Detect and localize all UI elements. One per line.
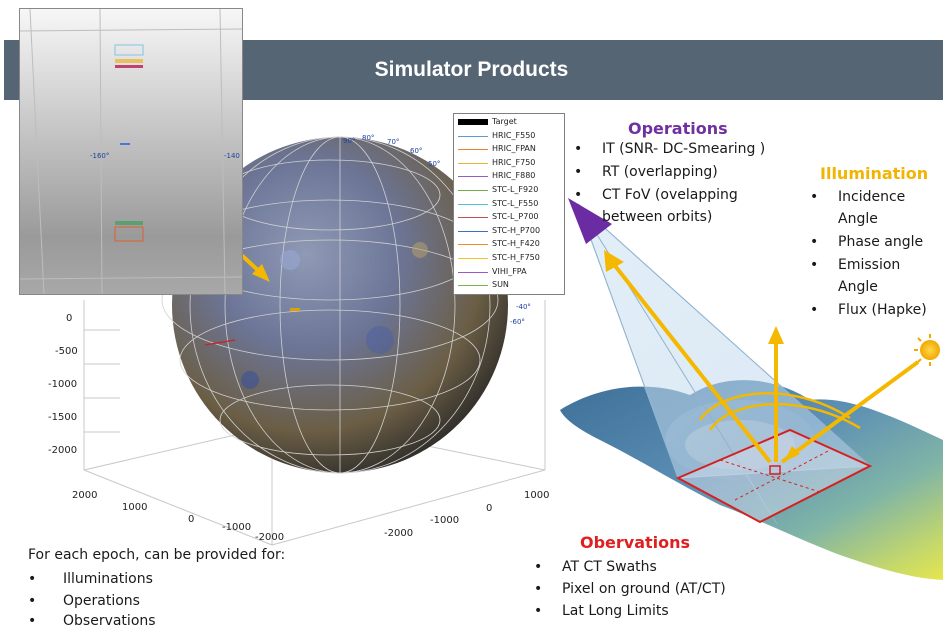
illumination-item: • Emission [810, 257, 901, 273]
slide-title: Simulator Products [374, 58, 569, 81]
observations-item: • Pixel on ground (AT/CT) [534, 581, 726, 597]
legend-entry: STC-L_P700 [456, 211, 562, 223]
legend-swatch [458, 190, 488, 191]
illumination-heading: Illumination [820, 164, 929, 183]
observations-item: • Lat Long Limits [534, 603, 669, 619]
operations-item-continued: between orbits) [602, 209, 713, 225]
legend-swatch [458, 203, 488, 205]
globe-grid-label: 60° [410, 147, 423, 155]
legend-label: SUN [492, 280, 509, 290]
legend-entry: HRIC_F750 [456, 157, 562, 169]
legend-label: VIHI_FPA [492, 266, 527, 276]
zoom-inset-panel [19, 8, 243, 295]
legend-entry: Target [456, 116, 562, 128]
globe-grid-label: -60° [510, 318, 525, 326]
ground-footprint [675, 428, 873, 524]
illumination-item-continued: Angle [838, 211, 878, 227]
legend-entry: STC-L_F920 [456, 184, 562, 196]
x-tick-label: -1000 [222, 522, 252, 533]
globe-grid-label: 50° [428, 160, 441, 168]
legend-label: STC-L_P700 [492, 212, 539, 222]
globe-grid-label: 80° [362, 134, 375, 142]
legend-swatch [458, 176, 488, 178]
legend: Target HRIC_F550 HRIC_FPAN HRIC_F750 HRIC_F8… [453, 113, 565, 295]
operations-item: • RT (overlapping) [574, 164, 718, 180]
illumination-item-continued: Angle [838, 279, 878, 295]
legend-entry: STC-H_F750 [456, 252, 562, 264]
legend-swatch [458, 230, 488, 232]
planet-globe [161, 136, 508, 474]
legend-label: HRIC_F880 [492, 171, 536, 181]
legend-swatch [458, 162, 488, 164]
globe-grid-label: -40° [516, 303, 531, 311]
legend-swatch [458, 271, 488, 273]
legend-swatch [458, 258, 488, 259]
legend-entry: SUN [456, 279, 562, 291]
x-tick-label: 2000 [72, 490, 98, 501]
operations-heading: Operations [628, 119, 728, 138]
legend-entry: HRIC_FPAN [456, 143, 562, 155]
epoch-intro: For each epoch, can be provided for: [28, 547, 286, 563]
legend-swatch [458, 119, 488, 125]
legend-label: Target [492, 117, 517, 126]
observations-heading: Obervations [580, 533, 691, 552]
legend-entry: STC-H_F420 [456, 238, 562, 250]
legend-label: HRIC_F750 [492, 157, 536, 167]
epoch-item: • Illuminations [28, 571, 153, 587]
spacecraft-icon [568, 198, 612, 244]
operations-item: • IT (SNR- DC-Smearing ) [574, 141, 766, 157]
legend-label: HRIC_FPAN [492, 144, 536, 154]
epoch-item: • Operations [28, 593, 140, 609]
legend-label: STC-L_F550 [492, 198, 539, 208]
legend-entry: HRIC_F550 [456, 130, 562, 142]
illumination-item: • Phase angle [810, 234, 924, 250]
legend-label: STC-L_F920 [492, 185, 539, 194]
legend-swatch [458, 244, 488, 246]
legend-swatch [458, 217, 488, 219]
y-tick-label: 1000 [524, 490, 550, 501]
legend-entry: HRIC_F880 [456, 170, 562, 182]
legend-label: STC-H_F420 [492, 239, 540, 249]
illumination-arrows [610, 260, 920, 464]
legend-entry: STC-H_P700 [456, 225, 562, 237]
globe-grid-label: 70° [387, 138, 400, 146]
legend-label: HRIC_F550 [492, 130, 536, 140]
y-tick-label: -2000 [384, 528, 414, 539]
globe-grid-label: -140 [224, 152, 240, 160]
x-tick-label: 1000 [122, 502, 148, 513]
x-tick-label: 0 [188, 514, 195, 525]
x-tick-label: -2000 [255, 532, 285, 543]
legend-entry: STC-L_F550 [456, 198, 562, 210]
legend-label: STC-H_P700 [492, 225, 541, 235]
z-tick-label: 0 [66, 313, 73, 324]
epoch-item: • Observations [28, 613, 156, 629]
z-tick-label: -2000 [48, 445, 78, 456]
illumination-item: • Flux (Hapke) [810, 302, 927, 318]
y-tick-label: 0 [486, 503, 493, 514]
legend-entry: VIHI_FPA [456, 266, 562, 278]
operations-item: • CT FoV (ovelapping [574, 187, 738, 203]
legend-swatch [458, 135, 488, 137]
z-tick-label: -1500 [48, 412, 78, 423]
observations-item: • AT CT Swaths [534, 559, 657, 575]
y-tick-label: -1000 [430, 515, 460, 526]
z-tick-label: -1000 [48, 379, 78, 390]
legend-swatch [458, 149, 488, 151]
legend-label: STC-H_F750 [492, 253, 540, 262]
globe-grid-label: -160° [90, 152, 110, 160]
z-tick-label: -500 [55, 346, 78, 357]
sun-icon [914, 334, 940, 366]
legend-swatch [458, 285, 488, 287]
illumination-item: • Incidence [810, 189, 906, 205]
globe-grid-label: 90° [343, 137, 356, 145]
